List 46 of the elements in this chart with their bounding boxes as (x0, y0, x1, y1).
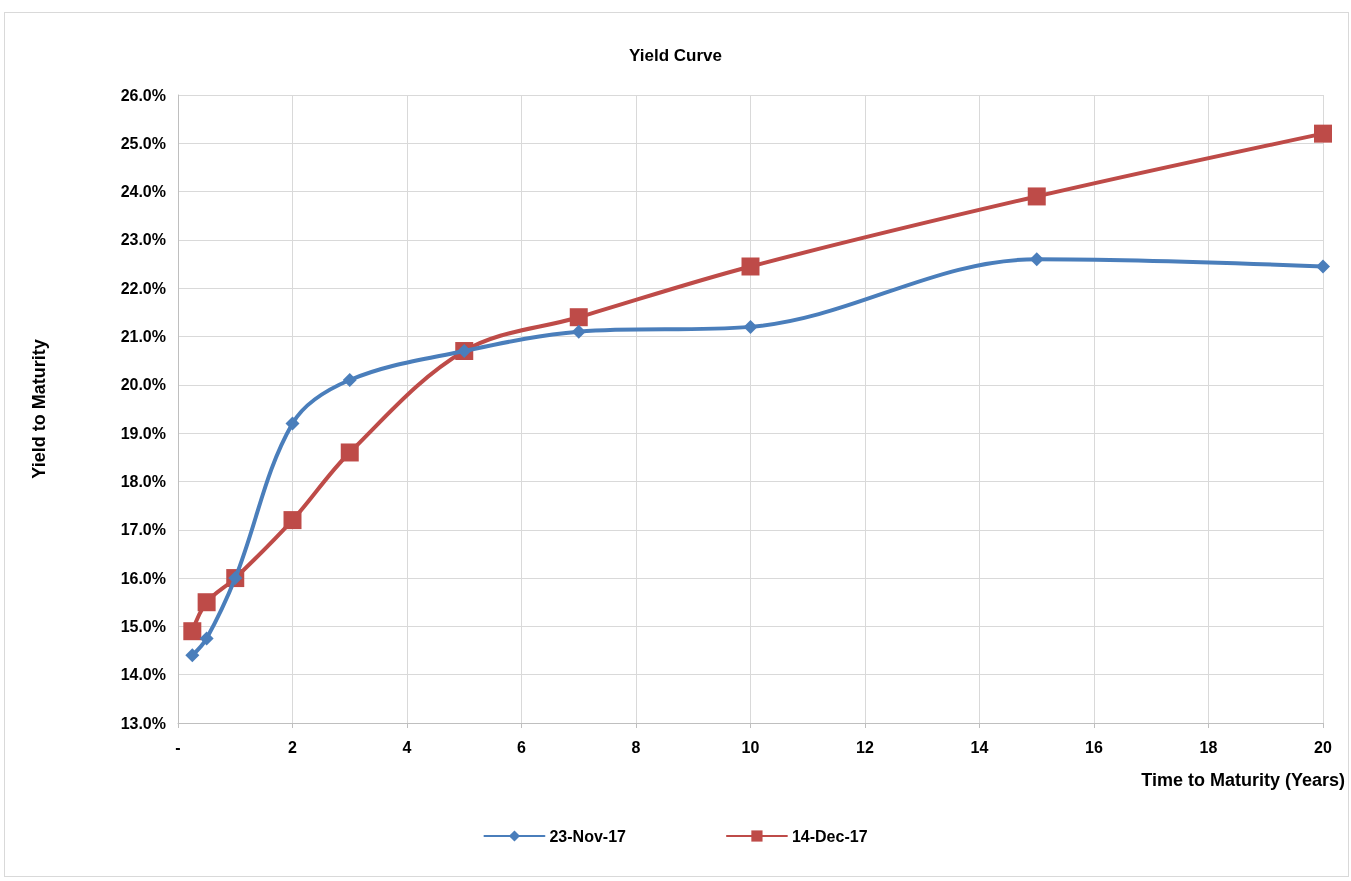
legend-label: 14-Dec-17 (791, 827, 868, 845)
x-tick-label: 14 (970, 738, 989, 756)
point (183, 622, 202, 641)
point (569, 308, 588, 327)
point (185, 648, 200, 663)
x-tick-label: 6 (517, 738, 527, 756)
point (1029, 252, 1044, 267)
y-tick-label: 15.0% (120, 617, 166, 635)
point (571, 324, 586, 339)
y-tick-label: 22.0% (120, 279, 166, 297)
x-tick-label: 4 (402, 738, 412, 756)
y-tick-label: 13.0% (120, 714, 166, 732)
y-tick-label: 16.0% (120, 569, 166, 587)
y-tick-label: 19.0% (120, 424, 166, 442)
x-tick-label: 10 (741, 738, 760, 756)
y-tick-label: 25.0% (120, 134, 166, 152)
point (1316, 259, 1330, 274)
y-tick-label: 24.0% (120, 183, 166, 201)
x-tick-label: 20 (1314, 738, 1332, 756)
x-tick-label: 18 (1199, 738, 1218, 756)
x-tick-label: 8 (631, 738, 641, 756)
point (283, 511, 302, 530)
point (741, 257, 760, 276)
point (340, 443, 359, 462)
y-tick-label: 20.0% (120, 376, 166, 394)
y-tick-label: 17.0% (120, 521, 166, 539)
y-tick-label: 18.0% (120, 472, 166, 490)
y-tick-label: 26.0% (120, 86, 166, 104)
x-tick-label: - (175, 738, 181, 756)
chart-title: Yield Curve (629, 46, 722, 65)
point (199, 631, 214, 646)
x-tick-label: 12 (856, 738, 874, 756)
point (285, 416, 300, 431)
y-tick-label: 21.0% (120, 328, 166, 346)
point (197, 593, 216, 612)
x-tick-label: 2 (288, 738, 298, 756)
point (743, 319, 758, 334)
legend-label: 23-Nov-17 (549, 827, 627, 845)
y-tick-label: 23.0% (120, 231, 166, 249)
point (1027, 187, 1046, 206)
point (1314, 124, 1332, 143)
x-axis-title: Time to Maturity (Years) (1141, 770, 1345, 790)
point (342, 373, 357, 388)
y-axis-title: Yield to Maturity (29, 339, 49, 479)
y-tick-label: 14.0% (120, 666, 166, 684)
x-tick-label: 16 (1085, 738, 1103, 756)
